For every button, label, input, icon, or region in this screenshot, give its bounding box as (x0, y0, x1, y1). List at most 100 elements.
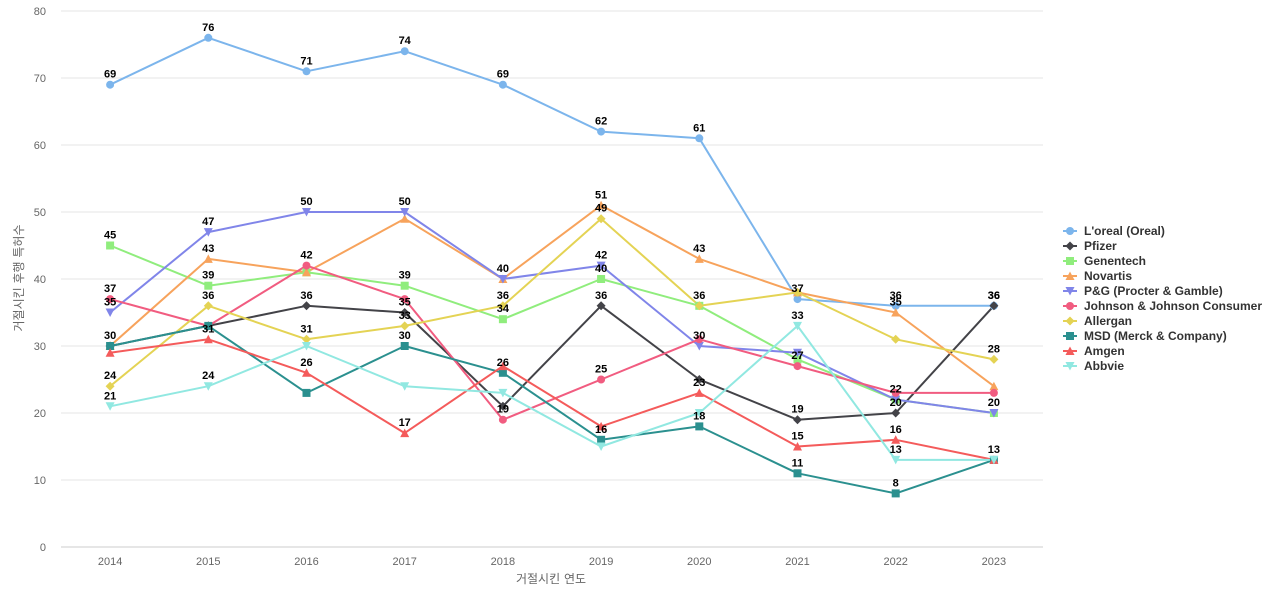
data-point-allergan (793, 287, 802, 297)
data-label: 51 (595, 189, 607, 201)
data-label: 45 (104, 230, 116, 242)
data-point-abbvie (203, 382, 213, 391)
data-label: 42 (300, 250, 312, 262)
data-point-allergan (596, 214, 606, 224)
data-point-amgen (203, 334, 213, 344)
data-label: 36 (988, 290, 1000, 302)
data-label: 61 (693, 122, 705, 134)
legend-marker (1066, 227, 1074, 235)
series-line-msd-merck-company (109, 324, 995, 495)
data-point-abbvie (400, 382, 410, 391)
data-point-p-g-procter-gamble (989, 409, 999, 418)
data-point-l-oreal-oreal (695, 134, 704, 143)
data-point-johnson-johnson-consumer (106, 295, 115, 304)
legend-label: Abbvie (1084, 359, 1124, 373)
data-point-allergan (694, 301, 704, 311)
data-label: 39 (202, 270, 214, 282)
legend-item-novartis[interactable]: Novartis (1063, 269, 1132, 283)
data-label: 16 (890, 424, 902, 436)
data-point-novartis (400, 214, 410, 223)
data-point-genentech (498, 315, 507, 324)
data-label: 31 (300, 323, 312, 335)
data-label: 17 (399, 417, 411, 429)
data-label: 25 (595, 364, 607, 376)
legend-item-pfizer[interactable]: Pfizer (1063, 239, 1117, 253)
x-axis-ticks: 2014 2015 2016 2017 2018 2019 2020 2021 2022 2023 (98, 556, 1006, 568)
data-point-allergan (498, 301, 508, 311)
legend-item-abbvie[interactable]: Abbvie (1063, 359, 1124, 373)
series-line-genentech (109, 244, 995, 414)
legend-item-l-oreal-oreal[interactable]: L'oreal (Oreal) (1063, 224, 1165, 238)
data-point-johnson-johnson-consumer (989, 388, 998, 397)
legend-label: P&G (Procter & Gamble) (1084, 284, 1223, 298)
data-label: 26 (497, 357, 509, 369)
data-point-p-g-procter-gamble (400, 208, 410, 217)
series-line-novartis (109, 204, 995, 388)
data-label: 50 (300, 196, 312, 208)
legend-marker (1066, 332, 1074, 340)
y-tick-label: 10 (34, 475, 46, 487)
data-point-johnson-johnson-consumer (597, 375, 606, 384)
data-label: 13 (988, 444, 1000, 456)
legend-label: Amgen (1084, 344, 1125, 358)
data-label: 37 (104, 283, 116, 295)
data-point-p-g-procter-gamble (694, 342, 704, 351)
data-point-johnson-johnson-consumer (498, 415, 507, 424)
x-tick-label: 2018 (491, 556, 515, 568)
x-tick-label: 2016 (294, 556, 318, 568)
data-point-abbvie (105, 402, 115, 411)
data-point-allergan (400, 321, 410, 331)
y-tick-label: 80 (34, 6, 46, 18)
data-label: 24 (104, 370, 117, 382)
data-point-novartis (694, 254, 704, 263)
data-label: 35 (104, 297, 116, 309)
data-label: 36 (595, 290, 607, 302)
data-label: 47 (202, 216, 214, 228)
data-point-abbvie (694, 409, 704, 418)
y-tick-label: 70 (34, 73, 46, 85)
data-point-pfizer (400, 308, 410, 317)
data-point-allergan (989, 354, 999, 364)
legend-item-johnson-johnson-consumer[interactable]: Johnson & Johnson Consumer (1063, 299, 1262, 313)
data-point-p-g-procter-gamble (203, 228, 213, 237)
legend-marker (1065, 241, 1075, 251)
legend-item-msd-merck-company[interactable]: MSD (Merck & Company) (1063, 329, 1227, 343)
data-point-johnson-johnson-consumer (793, 362, 802, 371)
data-label: 69 (497, 69, 509, 81)
legend-marker (1065, 287, 1075, 296)
data-label: 13 (890, 444, 902, 456)
data-label: 15 (791, 431, 803, 443)
legend-item-genentech[interactable]: Genentech (1063, 254, 1146, 268)
data-label: 16 (595, 424, 607, 436)
y-tick-label: 20 (34, 408, 46, 420)
legend-marker (1065, 316, 1075, 326)
legend-item-amgen[interactable]: Amgen (1063, 344, 1125, 358)
data-point-allergan (105, 381, 115, 391)
legend-item-p-g-procter-gamble[interactable]: P&G (Procter & Gamble) (1063, 284, 1223, 298)
data-point-pfizer (793, 415, 802, 425)
data-point-genentech (204, 281, 213, 290)
legend[interactable]: L'oreal (Oreal)PfizerGenentechNovartisP&… (1063, 224, 1262, 373)
data-label: 43 (202, 243, 214, 255)
data-label: 36 (300, 290, 312, 302)
legend-marker (1065, 362, 1075, 371)
data-point-amgen (400, 428, 410, 438)
y-axis-title: 거절시킨 후행 특허수 (11, 225, 26, 332)
x-axis-title: 거절시킨 연도 (516, 572, 586, 586)
data-point-abbvie (989, 455, 999, 465)
legend-label: Pfizer (1084, 239, 1117, 253)
data-point-genentech (793, 355, 802, 364)
data-point-amgen (694, 388, 704, 397)
legend-item-allergan[interactable]: Allergan (1063, 314, 1132, 328)
x-tick-label: 2014 (98, 556, 122, 568)
data-label: 34 (497, 303, 510, 315)
y-tick-label: 50 (34, 207, 46, 219)
data-point-pfizer (498, 401, 508, 411)
y-axis-ticks: 0 10 20 30 40 50 60 70 80 (34, 6, 46, 554)
data-point-msd-merck-company (891, 489, 900, 498)
data-label: 40 (595, 263, 607, 275)
legend-label: Allergan (1084, 314, 1132, 328)
data-label: 19 (791, 404, 803, 416)
series-line-allergan (109, 217, 995, 388)
data-point-p-g-procter-gamble (596, 261, 606, 271)
